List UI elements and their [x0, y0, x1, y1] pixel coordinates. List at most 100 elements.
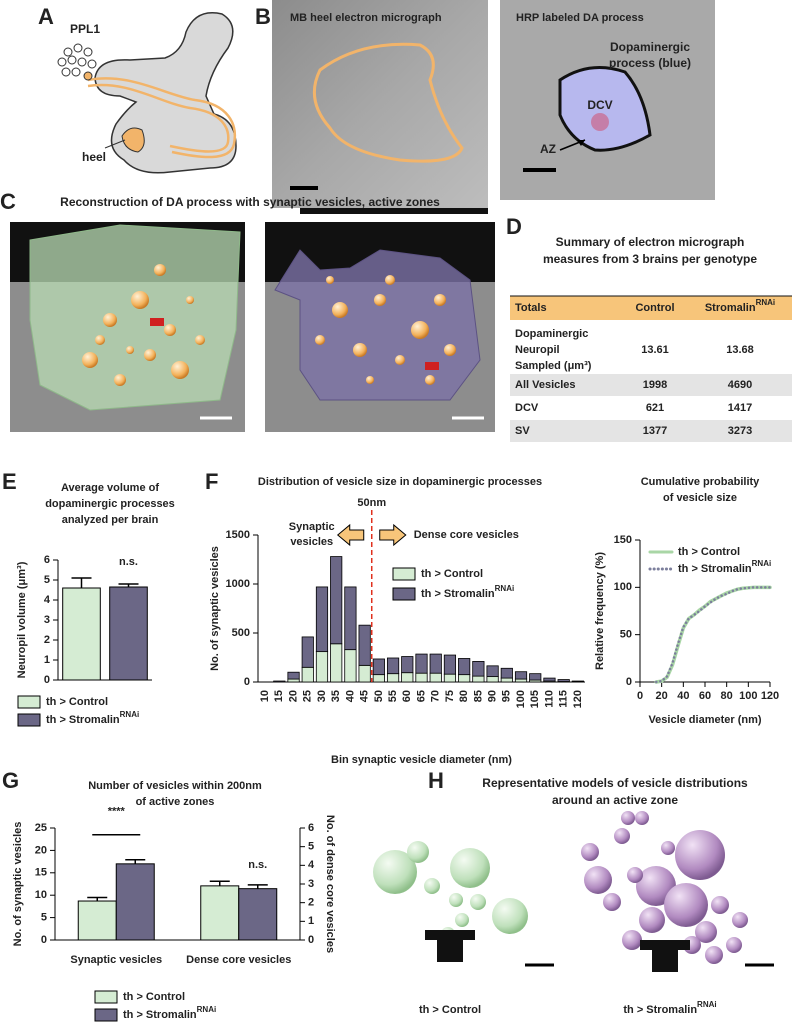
bar-segment [331, 557, 342, 644]
table-cell: All Vesicles [515, 379, 576, 391]
x-tick-label: Dense core vesicles [186, 954, 291, 966]
table-cell: DCV [515, 402, 539, 414]
bar-segment [444, 655, 455, 674]
micrographs-text: AZ [540, 142, 556, 156]
legend-swatch [95, 1009, 117, 1021]
y2-axis-label: No. of dense core vesicles [324, 815, 336, 953]
vesicle-models-g-circle [705, 946, 723, 964]
bar-segment [345, 650, 356, 682]
vesicle-models-g-circle [661, 841, 675, 855]
bar-segment [359, 665, 370, 682]
table-header: Totals [515, 302, 547, 314]
x-tick-label: 65 [415, 690, 427, 702]
x-tick-label: 120 [761, 690, 779, 702]
legend-label-sup: RNAi [495, 584, 515, 593]
tick-label: 2 [308, 897, 314, 909]
tick-label: 1000 [226, 578, 250, 590]
reconstructions-g-circle [425, 375, 435, 385]
vesicle-models: Representative models of vesicle distrib… [373, 776, 774, 972]
tick-label: 6 [44, 554, 50, 566]
x-tick-label: 95 [501, 690, 513, 702]
chart-title: of vesicle size [663, 492, 737, 504]
panel-labels-text: F [205, 469, 218, 494]
bar-segment [416, 673, 427, 682]
reconstructions-g-circle [353, 343, 367, 357]
x-tick-label: 120 [572, 690, 584, 708]
legend-swatch [95, 991, 117, 1003]
bar-segment [302, 667, 313, 682]
bar-segment [430, 673, 441, 682]
tick-label: 0 [41, 934, 47, 946]
x-tick-label: 35 [330, 690, 342, 702]
legend-label-sup: RNAi [120, 710, 140, 719]
region-label: Dense core vesicles [414, 529, 519, 541]
table-cell: 13.68 [726, 344, 754, 356]
legend-swatch [393, 568, 415, 580]
table-cell: SV [515, 425, 530, 437]
vesicle-models-g [373, 841, 528, 941]
legend-label-sup: RNAi [752, 559, 772, 568]
vesicle-models-text: around an active zone [552, 793, 678, 807]
x-tick-label: 55 [387, 690, 399, 702]
x-tick-label: 25 [302, 690, 314, 702]
threshold-label: 50nm [357, 497, 386, 509]
bar-segment [373, 659, 384, 675]
legend-label-main: th > Control [123, 991, 185, 1003]
x-tick-label: 75 [444, 690, 456, 702]
brain-diagram-g-circle [68, 56, 76, 64]
vesicle-models-g-circle [450, 848, 490, 888]
brain-diagram: PPL1 heel [58, 13, 236, 173]
vesicle-models-g-circle [621, 811, 635, 825]
vesicle-models-g-circle [627, 867, 643, 883]
reconstructions-g-circle [95, 335, 105, 345]
reconstructions-g-circle [332, 302, 348, 318]
x-tick-label: 80 [458, 690, 470, 702]
reconstructions-g-circle [385, 275, 395, 285]
legend-swatch [18, 714, 40, 726]
x-tick-label: 80 [721, 690, 733, 702]
tick-label: 3 [44, 614, 50, 626]
tick-label: 150 [614, 534, 632, 546]
vesicle-models-g-circle [455, 913, 469, 927]
micrographs: MB heel electron micrograph HRP labeled … [272, 0, 715, 214]
tick-label: 5 [308, 841, 314, 853]
legend-label: th > StromalinRNAi [123, 1005, 216, 1021]
tick-label: 5 [41, 912, 47, 924]
x-tick-label: 40 [677, 690, 689, 702]
bar-segment [530, 674, 541, 680]
x-axis-label: Vesicle diameter (nm) [648, 714, 761, 726]
vesicle-models-g-circle [603, 893, 621, 911]
series-line [656, 587, 770, 682]
reconstructions: Reconstruction of DA process with synapt… [10, 195, 495, 432]
reconstructions-g-circle [131, 291, 149, 309]
bar [78, 901, 116, 940]
tick-label: 0 [44, 674, 50, 686]
tick-label: 0 [626, 676, 632, 688]
vesicle-models-g-circle [622, 930, 642, 950]
chart-title: of active zones [136, 796, 215, 808]
x-tick-label: 85 [472, 690, 484, 702]
legend-label-main: th > Control [421, 568, 483, 580]
micrographs-text: DCV [587, 98, 612, 112]
reconstructions-g-circle [411, 321, 429, 339]
vesicle-models-g-circle [732, 912, 748, 928]
bar [201, 886, 239, 940]
legend-label: th > StromalinRNAi [421, 584, 514, 600]
reconstructions-g-circle [171, 361, 189, 379]
reconstructions-rect [425, 362, 439, 370]
tick-label: 500 [232, 627, 250, 639]
reconstructions-g-circle [126, 346, 134, 354]
bar-segment [544, 678, 555, 681]
legend-label: th > Control [46, 696, 108, 708]
bar-segment [473, 661, 484, 676]
vesicle-models-g-circle [407, 841, 429, 863]
table-cell: Neuropil [515, 344, 560, 356]
tick-label: 6 [308, 822, 314, 834]
legend-swatch [18, 696, 40, 708]
reconstructions-text: Reconstruction of DA process with synapt… [60, 195, 440, 209]
vesicle-models-g-circle [639, 907, 665, 933]
bar-segment [316, 587, 327, 652]
bar-segment [359, 625, 370, 665]
bar-segment [558, 680, 569, 682]
reconstructions-g-circle [186, 296, 194, 304]
